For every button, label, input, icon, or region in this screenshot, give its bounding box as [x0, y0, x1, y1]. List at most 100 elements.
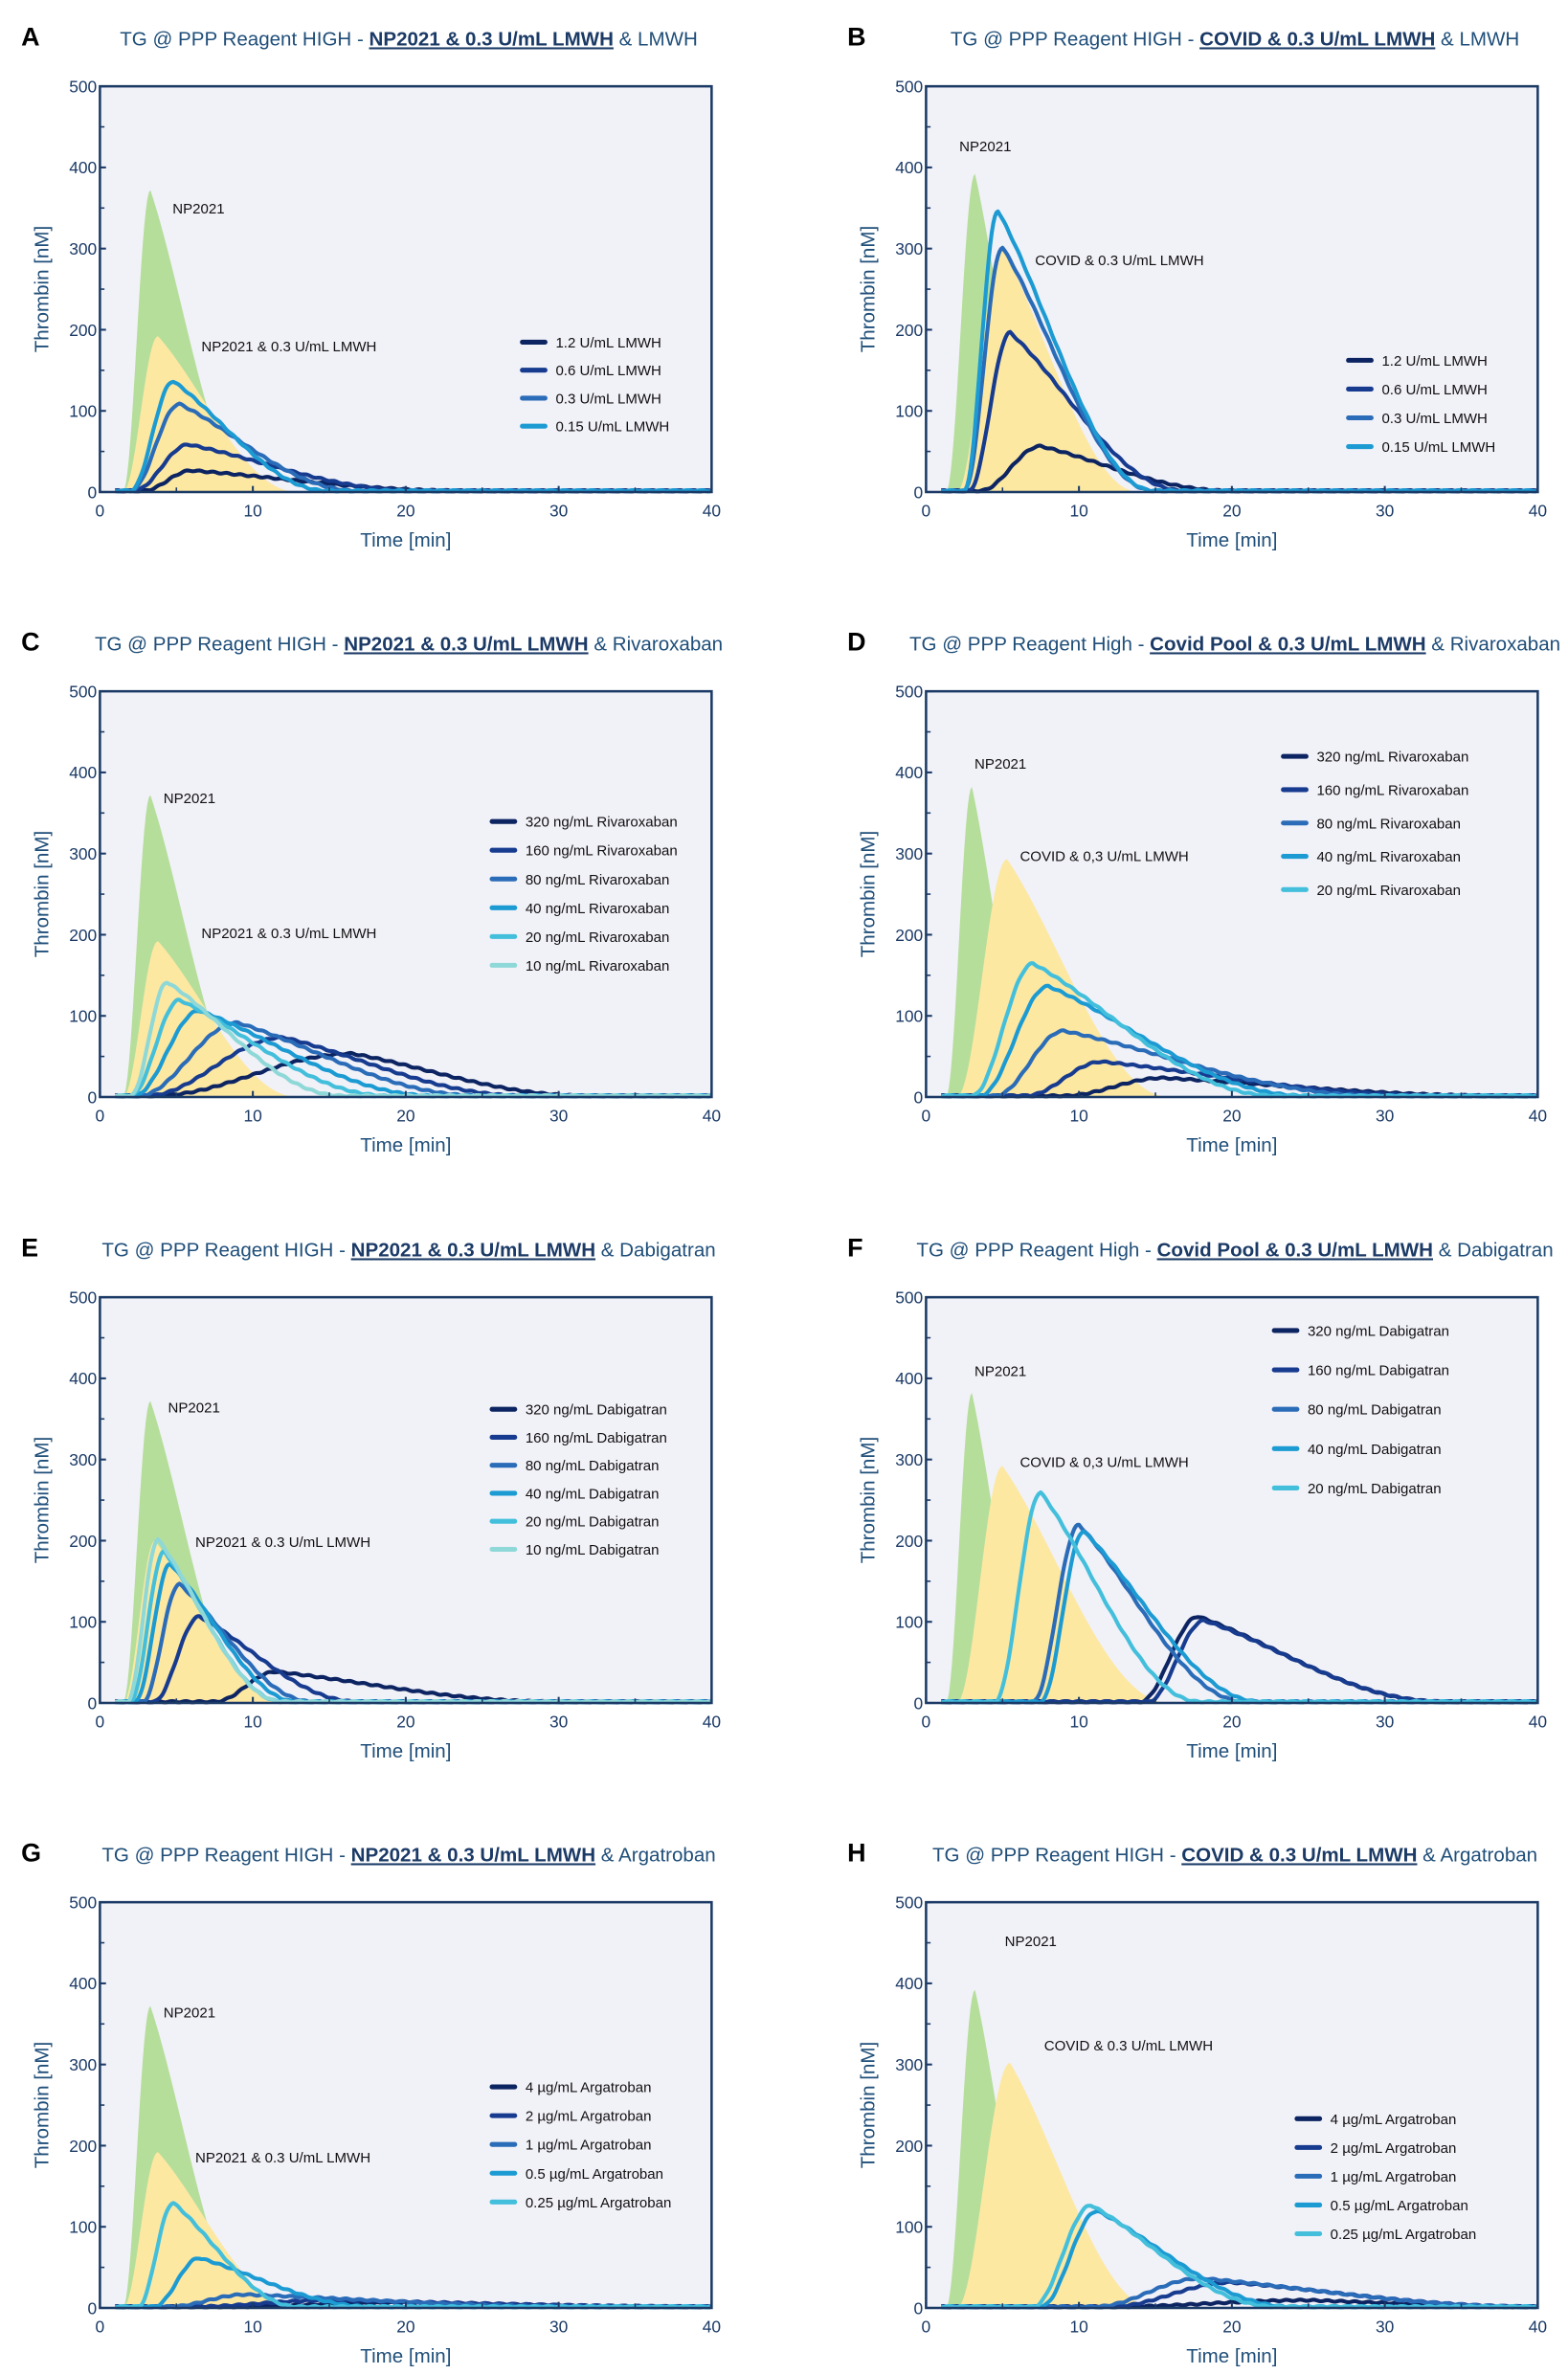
annotation: NP2021: [164, 2004, 215, 2021]
legend-label: 0.6 U/mL LMWH: [555, 363, 661, 379]
legend-label: 160 ng/mL Rivaroxaban: [1316, 782, 1468, 798]
x-tick-label: 10: [1069, 1106, 1087, 1125]
x-tick-label: 10: [1069, 501, 1087, 520]
annotation: NP2021 & 0.3 U/mL LMWH: [195, 1534, 370, 1551]
x-tick-label: 20: [396, 1106, 414, 1125]
annotation: NP2021: [959, 139, 1011, 155]
x-tick-label: 40: [703, 1712, 721, 1731]
annotation: NP2021: [172, 201, 224, 217]
x-axis-label: Time [min]: [360, 2345, 451, 2367]
panel-letter: F: [847, 1233, 862, 1262]
y-tick-label: 500: [69, 1288, 97, 1307]
x-tick-label: 10: [243, 2317, 261, 2336]
legend-label: 80 ng/mL Dabigatran: [526, 1458, 660, 1474]
x-tick-label: 0: [922, 2317, 931, 2336]
y-tick-label: 300: [895, 2055, 923, 2074]
x-tick-label: 30: [549, 2317, 568, 2336]
x-tick-label: 0: [96, 1712, 105, 1731]
legend-label: 1 µg/mL Argatroban: [1331, 2169, 1457, 2185]
legend-label: 160 ng/mL Dabigatran: [1308, 1363, 1449, 1379]
annotation: NP2021: [974, 756, 1026, 773]
y-tick-label: 200: [69, 321, 97, 340]
panel-g: G TG @ PPP Reagent HIGH - NP2021 & 0.3 U/…: [0, 1816, 742, 2373]
x-axis-label: Time [min]: [360, 529, 451, 551]
legend-label: 2 µg/mL Argatroban: [526, 2109, 652, 2125]
panel-letter: B: [847, 22, 865, 51]
legend-label: 0.5 µg/mL Argatroban: [526, 2166, 663, 2183]
x-tick-label: 30: [1376, 1106, 1394, 1125]
x-tick-label: 40: [703, 501, 721, 520]
y-axis-label: Thrombin [nM]: [32, 1437, 54, 1563]
y-tick-label: 0: [88, 1087, 98, 1107]
y-tick-label: 100: [895, 402, 923, 421]
annotation: COVID & 0.3 U/mL LMWH: [1035, 253, 1203, 269]
title-prefix: TG @ PPP Reagent High -: [916, 1239, 1156, 1261]
x-axis-label: Time [min]: [1186, 529, 1277, 551]
legend-label: 320 ng/mL Dabigatran: [1308, 1323, 1449, 1339]
chart-f: F TG @ PPP Reagent High - Covid Pool & 0.…: [847, 1233, 1554, 1761]
y-tick-label: 100: [895, 1613, 923, 1632]
y-tick-label: 400: [69, 158, 97, 177]
y-tick-label: 400: [69, 1369, 97, 1388]
legend-label: 80 ng/mL Rivaroxaban: [1316, 816, 1461, 832]
x-tick-label: 0: [96, 2317, 105, 2336]
chart-title: TG @ PPP Reagent HIGH - NP2021 & 0.3 U/m…: [95, 633, 723, 655]
x-tick-label: 0: [96, 501, 105, 520]
title-suffix: & Dabigatran: [1433, 1239, 1554, 1261]
title-highlight: COVID & 0.3 U/mL LMWH: [1181, 1844, 1417, 1866]
x-tick-label: 10: [1069, 2317, 1087, 2336]
x-tick-label: 20: [396, 1712, 414, 1731]
x-tick-label: 20: [1222, 2317, 1241, 2336]
legend-label: 10 ng/mL Rivaroxaban: [526, 958, 670, 974]
x-tick-label: 0: [922, 1106, 931, 1125]
annotation: NP2021 & 0.3 U/mL LMWH: [201, 339, 376, 355]
title-prefix: TG @ PPP Reagent HIGH -: [932, 1844, 1181, 1866]
y-axis-label: Thrombin [nM]: [858, 2042, 880, 2168]
y-tick-label: 100: [895, 2218, 923, 2237]
y-tick-label: 400: [69, 763, 97, 782]
panel-a: A TG @ PPP Reagent HIGH - NP2021 & 0.3 U/…: [0, 0, 742, 557]
annotation: NP2021: [168, 1400, 220, 1416]
x-tick-label: 10: [1069, 1712, 1087, 1731]
title-prefix: TG @ PPP Reagent HIGH -: [120, 28, 369, 50]
x-tick-label: 10: [243, 1712, 261, 1731]
y-tick-label: 400: [895, 1974, 923, 1993]
area-treated: [926, 859, 1538, 1097]
y-axis-label: Thrombin [nM]: [858, 831, 880, 957]
y-tick-label: 100: [69, 1007, 97, 1026]
y-tick-label: 400: [895, 1369, 923, 1388]
chart-title: TG @ PPP Reagent HIGH - NP2021 & 0.3 U/m…: [101, 1239, 715, 1261]
title-highlight: Covid Pool & 0.3 U/mL LMWH: [1150, 633, 1425, 655]
y-tick-label: 0: [914, 1693, 924, 1713]
chart-title: TG @ PPP Reagent High - Covid Pool & 0.3…: [916, 1239, 1553, 1261]
legend-label: 0.15 U/mL LMWH: [555, 419, 669, 436]
title-suffix: & LMWH: [614, 28, 698, 50]
legend-label: 160 ng/mL Rivaroxaban: [526, 843, 678, 860]
y-tick-label: 400: [69, 1974, 97, 1993]
title-prefix: TG @ PPP Reagent HIGH -: [101, 1239, 350, 1261]
y-tick-label: 300: [895, 844, 923, 863]
legend-label: 4 µg/mL Argatroban: [1331, 2112, 1457, 2128]
legend-label: 80 ng/mL Rivaroxaban: [526, 872, 670, 888]
y-tick-label: 100: [895, 1007, 923, 1026]
legend-label: 1.2 U/mL LMWH: [1381, 353, 1487, 370]
panel-d: D TG @ PPP Reagent High - Covid Pool & 0.…: [826, 605, 1568, 1162]
y-axis-label: Thrombin [nM]: [32, 2042, 54, 2168]
title-suffix: & Rivaroxaban: [1426, 633, 1560, 655]
y-axis-label: Thrombin [nM]: [32, 226, 54, 352]
x-tick-label: 30: [549, 1106, 568, 1125]
legend-label: 0.5 µg/mL Argatroban: [1331, 2198, 1468, 2214]
title-highlight: NP2021 & 0.3 U/mL LMWH: [351, 1844, 595, 1866]
title-highlight: Covid Pool & 0.3 U/mL LMWH: [1157, 1239, 1433, 1261]
y-tick-label: 500: [895, 682, 923, 701]
chart-d: D TG @ PPP Reagent High - Covid Pool & 0.…: [847, 627, 1560, 1155]
title-prefix: TG @ PPP Reagent HIGH -: [95, 633, 344, 655]
y-tick-label: 200: [69, 1532, 97, 1551]
chart-title: TG @ PPP Reagent HIGH - COVID & 0.3 U/mL…: [951, 28, 1519, 50]
area-treated: [926, 248, 1538, 492]
legend-label: 20 ng/mL Dabigatran: [1308, 1481, 1442, 1497]
annotation: NP2021 & 0.3 U/mL LMWH: [195, 2150, 370, 2166]
title-highlight: NP2021 & 0.3 U/mL LMWH: [370, 28, 614, 50]
x-tick-label: 40: [1529, 501, 1547, 520]
x-tick-label: 10: [243, 1106, 261, 1125]
